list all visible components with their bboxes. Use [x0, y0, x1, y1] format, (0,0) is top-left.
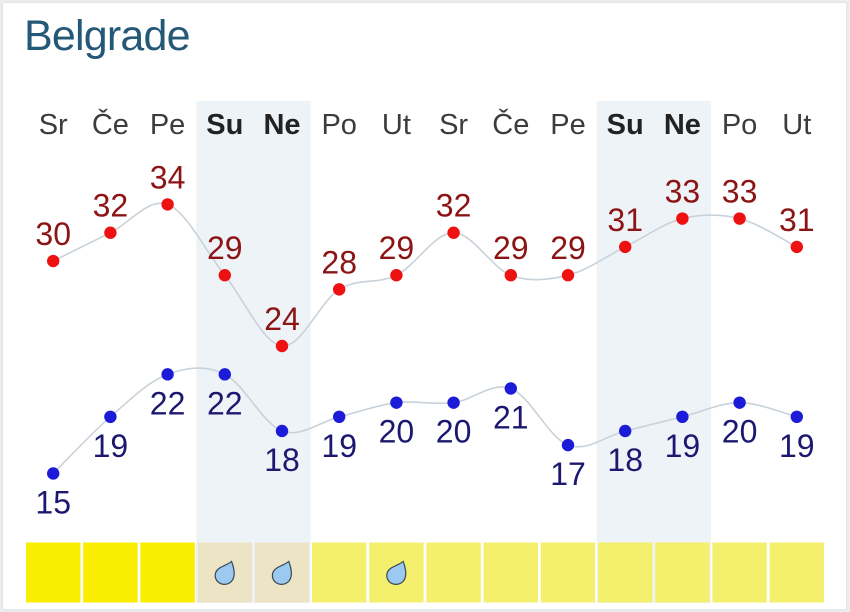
- svg-text:29: 29: [207, 230, 243, 266]
- svg-text:15: 15: [35, 484, 71, 520]
- svg-text:Ut: Ut: [382, 109, 411, 141]
- svg-text:28: 28: [321, 244, 357, 280]
- svg-text:20: 20: [379, 414, 415, 450]
- svg-text:18: 18: [264, 442, 300, 478]
- svg-text:33: 33: [665, 174, 701, 210]
- svg-text:19: 19: [665, 428, 701, 464]
- svg-text:29: 29: [550, 230, 586, 266]
- svg-text:32: 32: [93, 188, 129, 224]
- svg-text:19: 19: [779, 428, 815, 464]
- svg-text:Če: Če: [92, 107, 129, 141]
- svg-text:Su: Su: [206, 109, 243, 141]
- svg-text:22: 22: [150, 385, 186, 421]
- svg-text:29: 29: [379, 230, 415, 266]
- svg-text:17: 17: [550, 456, 586, 492]
- svg-text:Po: Po: [722, 109, 757, 141]
- svg-text:Su: Su: [607, 109, 644, 141]
- svg-text:19: 19: [321, 428, 357, 464]
- svg-text:29: 29: [493, 230, 529, 266]
- svg-text:Ne: Ne: [664, 109, 701, 141]
- svg-text:30: 30: [35, 216, 71, 252]
- svg-text:24: 24: [264, 301, 300, 337]
- svg-text:Ne: Ne: [263, 109, 300, 141]
- svg-text:Sr: Sr: [39, 109, 68, 141]
- svg-text:Sr: Sr: [439, 109, 468, 141]
- svg-text:21: 21: [493, 399, 529, 435]
- svg-text:20: 20: [722, 414, 758, 450]
- svg-text:Pe: Pe: [550, 109, 585, 141]
- svg-text:34: 34: [150, 159, 186, 195]
- svg-text:Po: Po: [321, 109, 356, 141]
- svg-text:Če: Če: [492, 107, 529, 141]
- svg-text:Ut: Ut: [782, 109, 811, 141]
- svg-text:Pe: Pe: [150, 109, 185, 141]
- svg-text:33: 33: [722, 174, 758, 210]
- svg-text:20: 20: [436, 414, 472, 450]
- svg-text:32: 32: [436, 188, 472, 224]
- svg-text:19: 19: [93, 428, 129, 464]
- svg-text:31: 31: [607, 202, 643, 238]
- svg-text:31: 31: [779, 202, 815, 238]
- svg-text:18: 18: [607, 442, 643, 478]
- svg-text:22: 22: [207, 385, 243, 421]
